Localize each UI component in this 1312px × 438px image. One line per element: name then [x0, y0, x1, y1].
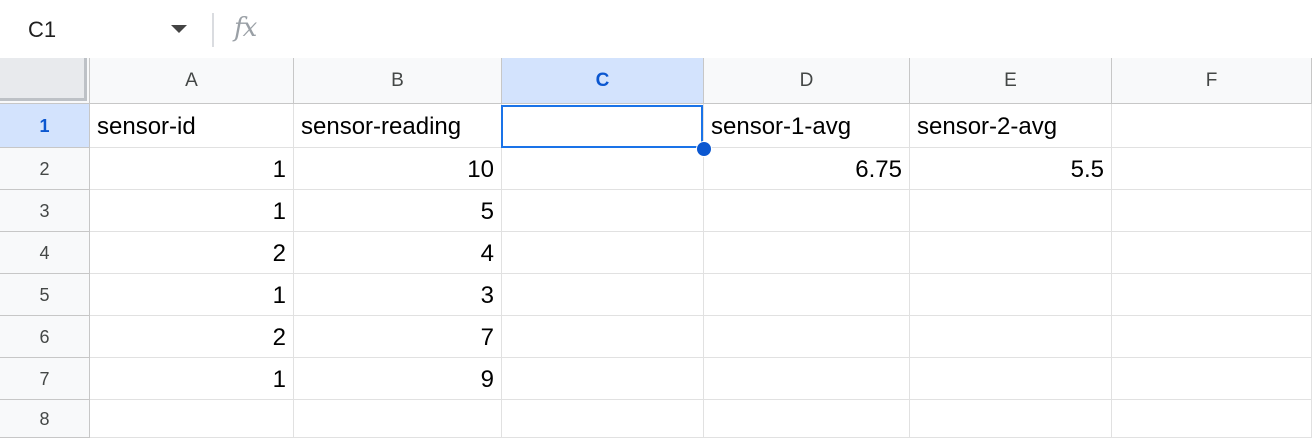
cell-b5[interactable]: 3: [294, 274, 502, 316]
cell-b8[interactable]: [294, 400, 502, 438]
cell-e8[interactable]: [910, 400, 1112, 438]
cell-d8[interactable]: [704, 400, 910, 438]
cell-c1[interactable]: [502, 104, 704, 148]
row-header-3[interactable]: 3: [0, 190, 90, 232]
cell-f2[interactable]: [1112, 148, 1312, 190]
column-header-a[interactable]: A: [90, 58, 294, 104]
cell-b7[interactable]: 9: [294, 358, 502, 400]
cell-f1[interactable]: [1112, 104, 1312, 148]
row-header-6[interactable]: 6: [0, 316, 90, 358]
column-header-d[interactable]: D: [704, 58, 910, 104]
column-header-c[interactable]: C: [502, 58, 704, 104]
cell-f5[interactable]: [1112, 274, 1312, 316]
cell-e2[interactable]: 5.5: [910, 148, 1112, 190]
cell-a7[interactable]: 1: [90, 358, 294, 400]
cell-c5[interactable]: [502, 274, 704, 316]
cell-f3[interactable]: [1112, 190, 1312, 232]
cell-c3[interactable]: [502, 190, 704, 232]
cell-c8[interactable]: [502, 400, 704, 438]
cell-a6[interactable]: 2: [90, 316, 294, 358]
chevron-down-icon[interactable]: [171, 25, 187, 33]
row-header-7[interactable]: 7: [0, 358, 90, 400]
cell-e3[interactable]: [910, 190, 1112, 232]
cell-f8[interactable]: [1112, 400, 1312, 438]
spreadsheet-grid: A B C D E F 1 2 3 4 5 6 7 8 sensor-id se…: [0, 58, 1312, 438]
cell-d1[interactable]: sensor-1-avg: [704, 104, 910, 148]
cell-e1[interactable]: sensor-2-avg: [910, 104, 1112, 148]
fx-icon: fx: [234, 13, 257, 43]
column-header-e[interactable]: E: [910, 58, 1112, 104]
cell-e4[interactable]: [910, 232, 1112, 274]
cell-c7[interactable]: [502, 358, 704, 400]
column-header-b[interactable]: B: [294, 58, 502, 104]
cell-b2[interactable]: 10: [294, 148, 502, 190]
cell-b3[interactable]: 5: [294, 190, 502, 232]
row-header-1[interactable]: 1: [0, 104, 90, 148]
name-box-value: C1: [28, 17, 57, 42]
row-header-2[interactable]: 2: [0, 148, 90, 190]
row-header-8[interactable]: 8: [0, 400, 90, 438]
formula-input[interactable]: [280, 10, 1300, 48]
cell-c6[interactable]: [502, 316, 704, 358]
column-header-f[interactable]: F: [1112, 58, 1312, 104]
select-all-corner[interactable]: [0, 58, 90, 104]
cell-a3[interactable]: 1: [90, 190, 294, 232]
cell-a8[interactable]: [90, 400, 294, 438]
cell-c4[interactable]: [502, 232, 704, 274]
cell-b1[interactable]: sensor-reading: [294, 104, 502, 148]
cell-a2[interactable]: 1: [90, 148, 294, 190]
formula-bar: C1 fx: [0, 0, 1312, 59]
formula-bar-divider: [212, 13, 214, 47]
cell-f7[interactable]: [1112, 358, 1312, 400]
cell-a4[interactable]: 2: [90, 232, 294, 274]
cell-c2[interactable]: [502, 148, 704, 190]
cell-d4[interactable]: [704, 232, 910, 274]
row-header-5[interactable]: 5: [0, 274, 90, 316]
cell-d2[interactable]: 6.75: [704, 148, 910, 190]
cell-b4[interactable]: 4: [294, 232, 502, 274]
row-header-4[interactable]: 4: [0, 232, 90, 274]
cell-d6[interactable]: [704, 316, 910, 358]
cell-e6[interactable]: [910, 316, 1112, 358]
cell-e5[interactable]: [910, 274, 1112, 316]
cell-d5[interactable]: [704, 274, 910, 316]
name-box[interactable]: C1: [0, 0, 200, 58]
cell-f4[interactable]: [1112, 232, 1312, 274]
cell-b6[interactable]: 7: [294, 316, 502, 358]
cell-a1[interactable]: sensor-id: [90, 104, 294, 148]
cell-d7[interactable]: [704, 358, 910, 400]
fill-handle[interactable]: [696, 141, 712, 157]
corner-shade: [0, 58, 87, 101]
cell-d3[interactable]: [704, 190, 910, 232]
cell-f6[interactable]: [1112, 316, 1312, 358]
cell-e7[interactable]: [910, 358, 1112, 400]
cell-a5[interactable]: 1: [90, 274, 294, 316]
